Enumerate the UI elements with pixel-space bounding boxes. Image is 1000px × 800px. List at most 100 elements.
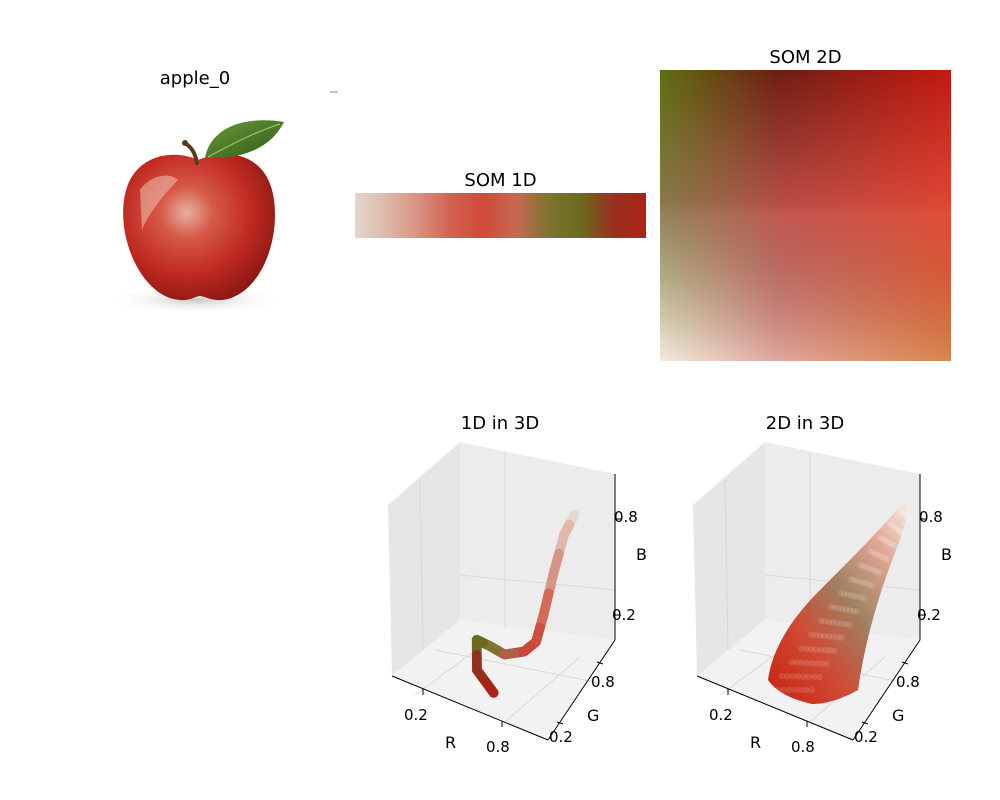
- surface-point: [854, 608, 861, 615]
- curve-point: [544, 585, 555, 595]
- surface-point: [805, 673, 812, 680]
- surface-point: [803, 659, 811, 667]
- z-tick-0.8-2: 0.8: [919, 508, 943, 526]
- curve-point: [567, 513, 578, 524]
- curve-point: [514, 647, 525, 658]
- surface-point: [798, 645, 805, 652]
- surface-point: [871, 567, 878, 574]
- surface-point: [860, 563, 867, 570]
- curve-point: [483, 680, 494, 691]
- surface-point: [897, 528, 904, 535]
- curve-point: [524, 642, 534, 653]
- curve-point: [552, 555, 563, 566]
- surface-point: [797, 686, 804, 694]
- curve-point: [542, 595, 553, 606]
- surface-point: [812, 631, 819, 639]
- surface-point: [876, 569, 883, 576]
- surface-point: [851, 593, 858, 600]
- surface-point: [774, 686, 781, 694]
- apple-leaf: [205, 120, 284, 158]
- surface-point: [859, 579, 867, 586]
- curve-point: [495, 647, 506, 658]
- curve-point: [493, 645, 504, 656]
- surface-point: [850, 576, 857, 584]
- curve-point: [561, 524, 572, 535]
- surface-point: [887, 520, 894, 527]
- curve-point: [483, 640, 493, 651]
- curve-point: [471, 634, 482, 645]
- surface-point: [785, 686, 793, 694]
- curve-point: [548, 568, 559, 578]
- curve-point: [494, 646, 505, 657]
- surface-point: [853, 577, 861, 585]
- surface-point: [803, 645, 810, 652]
- curve-point: [499, 649, 510, 660]
- curve-point: [566, 514, 577, 525]
- curve-point: [510, 647, 521, 658]
- surface-point: [823, 660, 831, 667]
- curve-point: [553, 551, 563, 562]
- curve-point: [568, 511, 579, 522]
- surface-point: [903, 513, 911, 521]
- curve-point: [471, 650, 482, 660]
- curve-point: [472, 635, 483, 646]
- plot1d3d-title: 1D in 3D: [460, 413, 540, 434]
- y-label-1: G: [587, 706, 600, 725]
- curve-point: [489, 643, 500, 654]
- curve-point: [532, 632, 543, 643]
- curve-point: [534, 625, 545, 636]
- surface-point: [831, 647, 838, 654]
- axes-lines-1: [391, 474, 621, 741]
- curve-point: [491, 645, 502, 656]
- surface-point: [846, 621, 853, 628]
- surface-point: [874, 551, 881, 558]
- curve-point: [480, 639, 491, 650]
- curve-point: [538, 608, 549, 619]
- surface-point: [881, 554, 889, 562]
- curve-point: [471, 665, 482, 675]
- x-label-2: R: [750, 733, 762, 752]
- curve-point: [566, 516, 576, 527]
- surface-2d: [768, 502, 908, 704]
- curve-point: [471, 660, 482, 670]
- x-tick-0.8-1: 0.8: [486, 738, 510, 756]
- apple-stem: [183, 141, 199, 165]
- curve-point: [535, 620, 546, 631]
- curve-point: [480, 676, 491, 687]
- y-tick-0.8-1: 0.8: [591, 673, 615, 691]
- surface-point: [780, 686, 787, 694]
- curve-point: [521, 645, 531, 655]
- surface-point: [831, 604, 838, 611]
- curve-point: [471, 647, 482, 658]
- x-tick-0.8-2: 0.8: [791, 738, 815, 756]
- surface-point: [902, 512, 909, 519]
- surface-point: [808, 660, 816, 667]
- curve-point: [509, 648, 520, 659]
- curve-point: [539, 605, 550, 616]
- curve-point: [560, 527, 570, 538]
- curve-point: [531, 634, 542, 645]
- curve-point: [560, 526, 571, 537]
- axis-panes-1: [388, 442, 616, 740]
- apple-body: [123, 154, 275, 301]
- surface-point: [822, 646, 829, 654]
- surface-point: [856, 578, 864, 586]
- surface-point: [865, 565, 873, 572]
- surface-point: [896, 506, 904, 514]
- curve-point: [515, 647, 526, 658]
- curve-point: [526, 640, 536, 651]
- surface-point: [847, 576, 854, 583]
- curve-point: [487, 642, 498, 653]
- curve-point: [520, 645, 530, 656]
- som2d-map: [660, 70, 951, 361]
- surface-point: [812, 646, 819, 653]
- curve-point: [553, 548, 564, 559]
- surface-point: [868, 566, 875, 573]
- surface-point: [798, 659, 805, 666]
- surface-point: [778, 673, 785, 680]
- curve-point: [471, 637, 482, 648]
- curve-point: [554, 545, 565, 556]
- y-tick-0.8-2: 0.8: [896, 673, 920, 691]
- surface-point: [826, 647, 834, 654]
- surface-point: [847, 592, 855, 599]
